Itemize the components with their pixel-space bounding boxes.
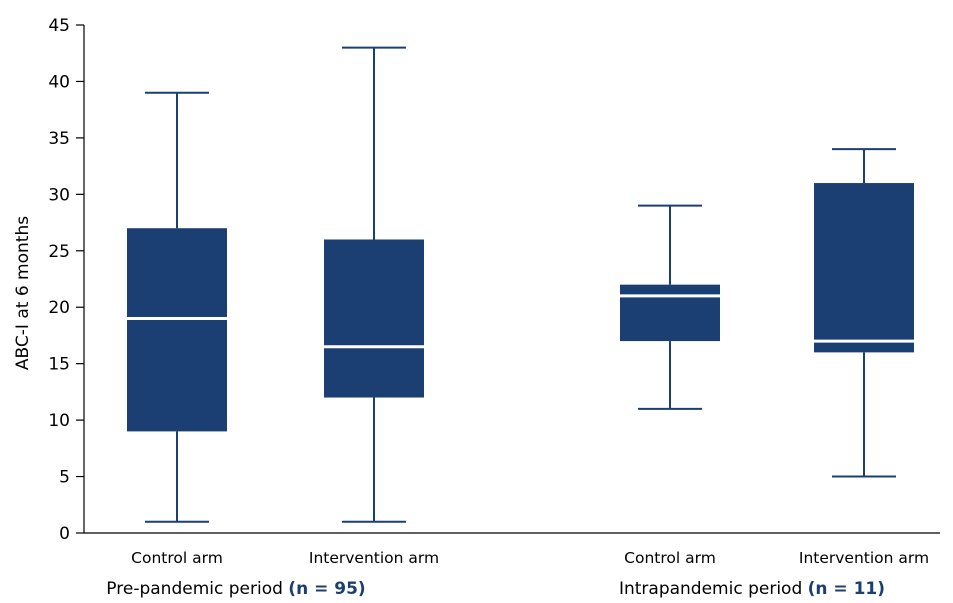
y-tick-label: 35 <box>48 129 70 149</box>
category-label: Control arm <box>131 549 223 567</box>
y-tick-label: 40 <box>48 72 70 92</box>
category-label: Control arm <box>624 549 716 567</box>
group-n-count: (n = 95) <box>288 579 365 599</box>
y-tick-label: 0 <box>59 524 70 544</box>
axes: 0 5 10 15 20 25 30 35 40 45 ABC-I at 6 months <box>13 16 940 544</box>
y-tick-label: 30 <box>48 185 70 205</box>
group-label-text: Intrapandemic period <box>619 579 808 599</box>
group-n-count: (n = 11) <box>808 579 885 599</box>
boxes <box>127 46 914 523</box>
box-iqr <box>127 228 227 432</box>
category-label: Intervention arm <box>309 549 439 567</box>
group-label: Intrapandemic period (n = 11) <box>619 579 885 599</box>
y-tick-label: 20 <box>48 298 70 318</box>
group-label: Pre-pandemic period (n = 95) <box>106 579 365 599</box>
y-tick-label: 45 <box>48 16 70 36</box>
category-label: Intervention arm <box>799 549 929 567</box>
labels: Control arm Intervention arm Pre-pandemic … <box>106 549 929 599</box>
y-tick-label: 10 <box>48 411 70 431</box>
y-axis-title: ABC-I at 6 months <box>13 216 33 370</box>
box-iqr <box>620 284 720 342</box>
y-tick-label: 25 <box>48 242 70 262</box>
box-iqr <box>324 239 424 398</box>
y-tick-label: 15 <box>48 355 70 375</box>
group-label-text: Pre-pandemic period <box>106 579 288 599</box>
y-tick-label: 5 <box>59 468 70 488</box>
box-iqr <box>814 183 914 353</box>
